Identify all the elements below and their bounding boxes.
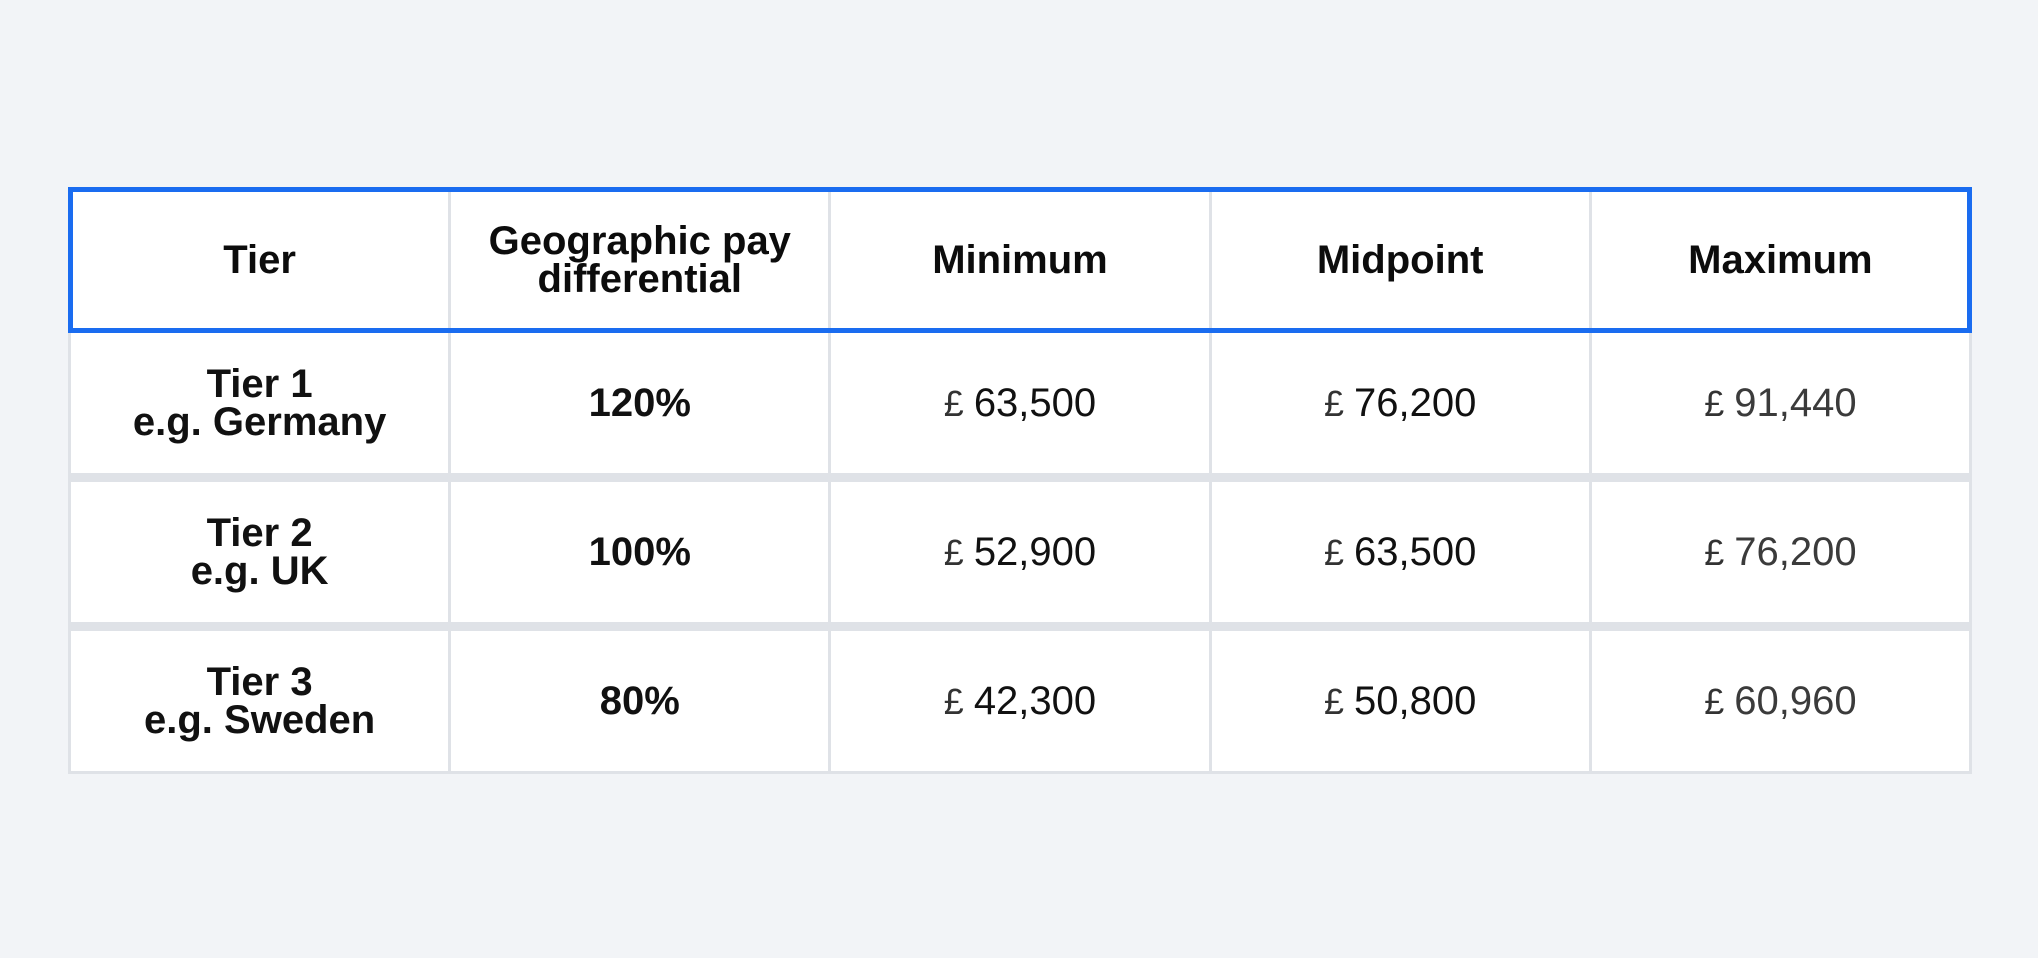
midpoint-cell: £76,200 (1208, 330, 1592, 479)
tier-cell: Tier 2 e.g. UK (67, 473, 452, 628)
tier-name: Tier 2 (206, 511, 313, 555)
differential-cell: 80% (448, 622, 832, 774)
midpoint-value: 63,500 (1354, 529, 1477, 574)
maximum-value: 76,200 (1734, 529, 1857, 574)
header-tier: Tier (67, 187, 452, 333)
currency-symbol: £ (943, 382, 964, 424)
table-row: Tier 1 e.g. Germany 120% £63,500 £76,200… (67, 330, 1973, 479)
pay-tier-table: Tier Geographic pay differential Minimum… (67, 187, 1973, 774)
midpoint-value: 50,800 (1354, 678, 1477, 723)
differential-cell: 120% (448, 330, 832, 479)
header-minimum: Minimum (828, 187, 1212, 333)
differential-cell: 100% (448, 473, 832, 628)
currency-symbol: £ (1704, 382, 1725, 424)
minimum-value: 42,300 (973, 678, 1097, 723)
pay-tier-table-container: Tier Geographic pay differential Minimum… (67, 187, 1973, 774)
minimum-cell: £42,300 (828, 622, 1212, 774)
tier-example: e.g. UK (190, 549, 329, 593)
currency-symbol: £ (1323, 680, 1344, 722)
currency-symbol: £ (1323, 382, 1344, 424)
currency-symbol: £ (1323, 531, 1344, 573)
maximum-value: 60,960 (1734, 678, 1857, 723)
header-row: Tier Geographic pay differential Minimum… (67, 187, 1973, 333)
tier-name: Tier 3 (206, 660, 313, 704)
maximum-cell: £60,960 (1588, 622, 1973, 774)
maximum-cell: £76,200 (1588, 473, 1973, 628)
header-differential: Geographic pay differential (448, 187, 832, 333)
minimum-cell: £63,500 (828, 330, 1212, 479)
minimum-cell: £52,900 (828, 473, 1212, 628)
tier-cell: Tier 1 e.g. Germany (67, 330, 452, 479)
table-row: Tier 3 e.g. Sweden 80% £42,300 £50,800 £… (67, 622, 1973, 774)
table-header: Tier Geographic pay differential Minimum… (67, 187, 1973, 333)
midpoint-cell: £63,500 (1208, 473, 1592, 628)
midpoint-cell: £50,800 (1208, 622, 1592, 774)
header-maximum: Maximum (1588, 187, 1973, 333)
maximum-value: 91,440 (1734, 380, 1857, 425)
currency-symbol: £ (1704, 531, 1725, 573)
table-body: Tier 1 e.g. Germany 120% £63,500 £76,200… (67, 330, 1973, 774)
minimum-value: 52,900 (973, 529, 1097, 574)
maximum-cell: £91,440 (1588, 330, 1973, 479)
table-row: Tier 2 e.g. UK 100% £52,900 £63,500 £76,… (67, 473, 1973, 628)
tier-name: Tier 1 (206, 362, 313, 406)
currency-symbol: £ (1704, 680, 1725, 722)
tier-example: e.g. Sweden (144, 698, 376, 742)
currency-symbol: £ (943, 680, 964, 722)
header-midpoint: Midpoint (1208, 187, 1592, 333)
currency-symbol: £ (943, 531, 964, 573)
tier-cell: Tier 3 e.g. Sweden (67, 622, 452, 774)
tier-example: e.g. Germany (132, 400, 387, 444)
minimum-value: 63,500 (973, 380, 1097, 425)
midpoint-value: 76,200 (1354, 380, 1477, 425)
